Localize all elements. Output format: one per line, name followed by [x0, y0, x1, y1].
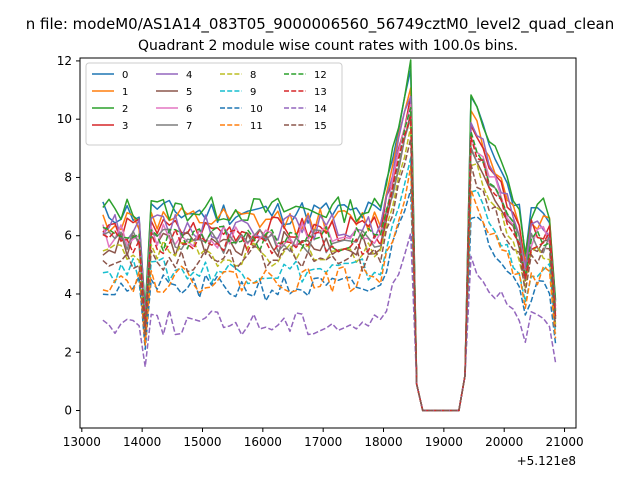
y-tick-label: 0: [64, 404, 72, 418]
x-tick-label: 21000: [545, 435, 583, 449]
legend-label-2: 2: [122, 104, 128, 115]
y-tick-label: 4: [64, 287, 72, 301]
y-tick-label: 8: [64, 170, 72, 184]
legend-label-12: 12: [314, 70, 327, 81]
y-tick-label: 10: [57, 112, 72, 126]
x-tick-label: 16000: [244, 435, 282, 449]
legend-box: [85, 62, 343, 146]
y-axis: 0 2 4 6 8 10 12: [57, 54, 80, 418]
series-line-11: [102, 165, 557, 412]
legend-label-10: 10: [250, 104, 263, 115]
legend-label-1: 1: [122, 87, 128, 98]
series-line-8: [102, 125, 557, 412]
x-tick-label: 20000: [485, 435, 523, 449]
series-layer: [102, 59, 557, 412]
legend-label-0: 0: [122, 70, 128, 81]
series-line-15: [102, 137, 557, 412]
series-line-14: [102, 232, 557, 412]
chart-title: Quadrant 2 module wise count rates with …: [138, 38, 518, 54]
y-tick-label: 2: [64, 345, 72, 359]
legend-label-6: 6: [186, 104, 192, 115]
y-tick-label: 12: [57, 54, 72, 68]
suptitle: n file: modeM0/AS1A14_083T05_9000006560_…: [26, 15, 615, 34]
legend-label-13: 13: [314, 87, 327, 98]
legend-label-9: 9: [250, 87, 256, 98]
legend-label-8: 8: [250, 70, 256, 81]
series-line-4: [102, 95, 557, 412]
series-line-5: [102, 112, 557, 412]
legend-label-4: 4: [186, 70, 192, 81]
legend-label-3: 3: [122, 121, 128, 132]
x-offset-label: +5.121e8: [517, 454, 576, 468]
series-line-12: [102, 107, 557, 412]
x-tick-label: 18000: [364, 435, 402, 449]
x-tick-label: 17000: [304, 435, 342, 449]
legend-label-14: 14: [314, 104, 327, 115]
legend-label-5: 5: [186, 87, 192, 98]
series-line-6: [102, 103, 557, 412]
x-tick-label: 19000: [425, 435, 463, 449]
legend-label-7: 7: [186, 121, 192, 132]
series-line-13: [102, 116, 557, 412]
x-axis: 13000 14000 15000 16000 17000 18000 19000 20000…: [63, 428, 584, 449]
series-line-2: [102, 59, 557, 412]
x-tick-label: 14000: [123, 435, 161, 449]
x-tick-label: 15000: [183, 435, 221, 449]
y-tick-label: 6: [64, 229, 72, 243]
legend-label-11: 11: [250, 121, 263, 132]
x-tick-label: 13000: [63, 435, 101, 449]
legend-label-15: 15: [314, 121, 327, 132]
plot-frame: [79, 57, 577, 429]
